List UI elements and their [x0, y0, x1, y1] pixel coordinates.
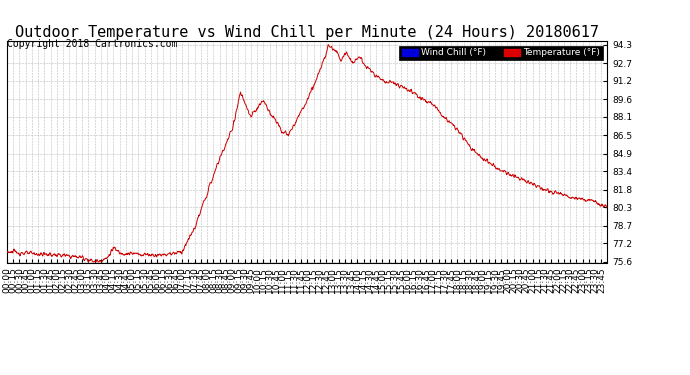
Text: Copyright 2018 Cartronics.com: Copyright 2018 Cartronics.com	[7, 39, 177, 50]
Legend: Wind Chill (°F), Temperature (°F): Wind Chill (°F), Temperature (°F)	[400, 46, 602, 60]
Title: Outdoor Temperature vs Wind Chill per Minute (24 Hours) 20180617: Outdoor Temperature vs Wind Chill per Mi…	[15, 25, 599, 40]
